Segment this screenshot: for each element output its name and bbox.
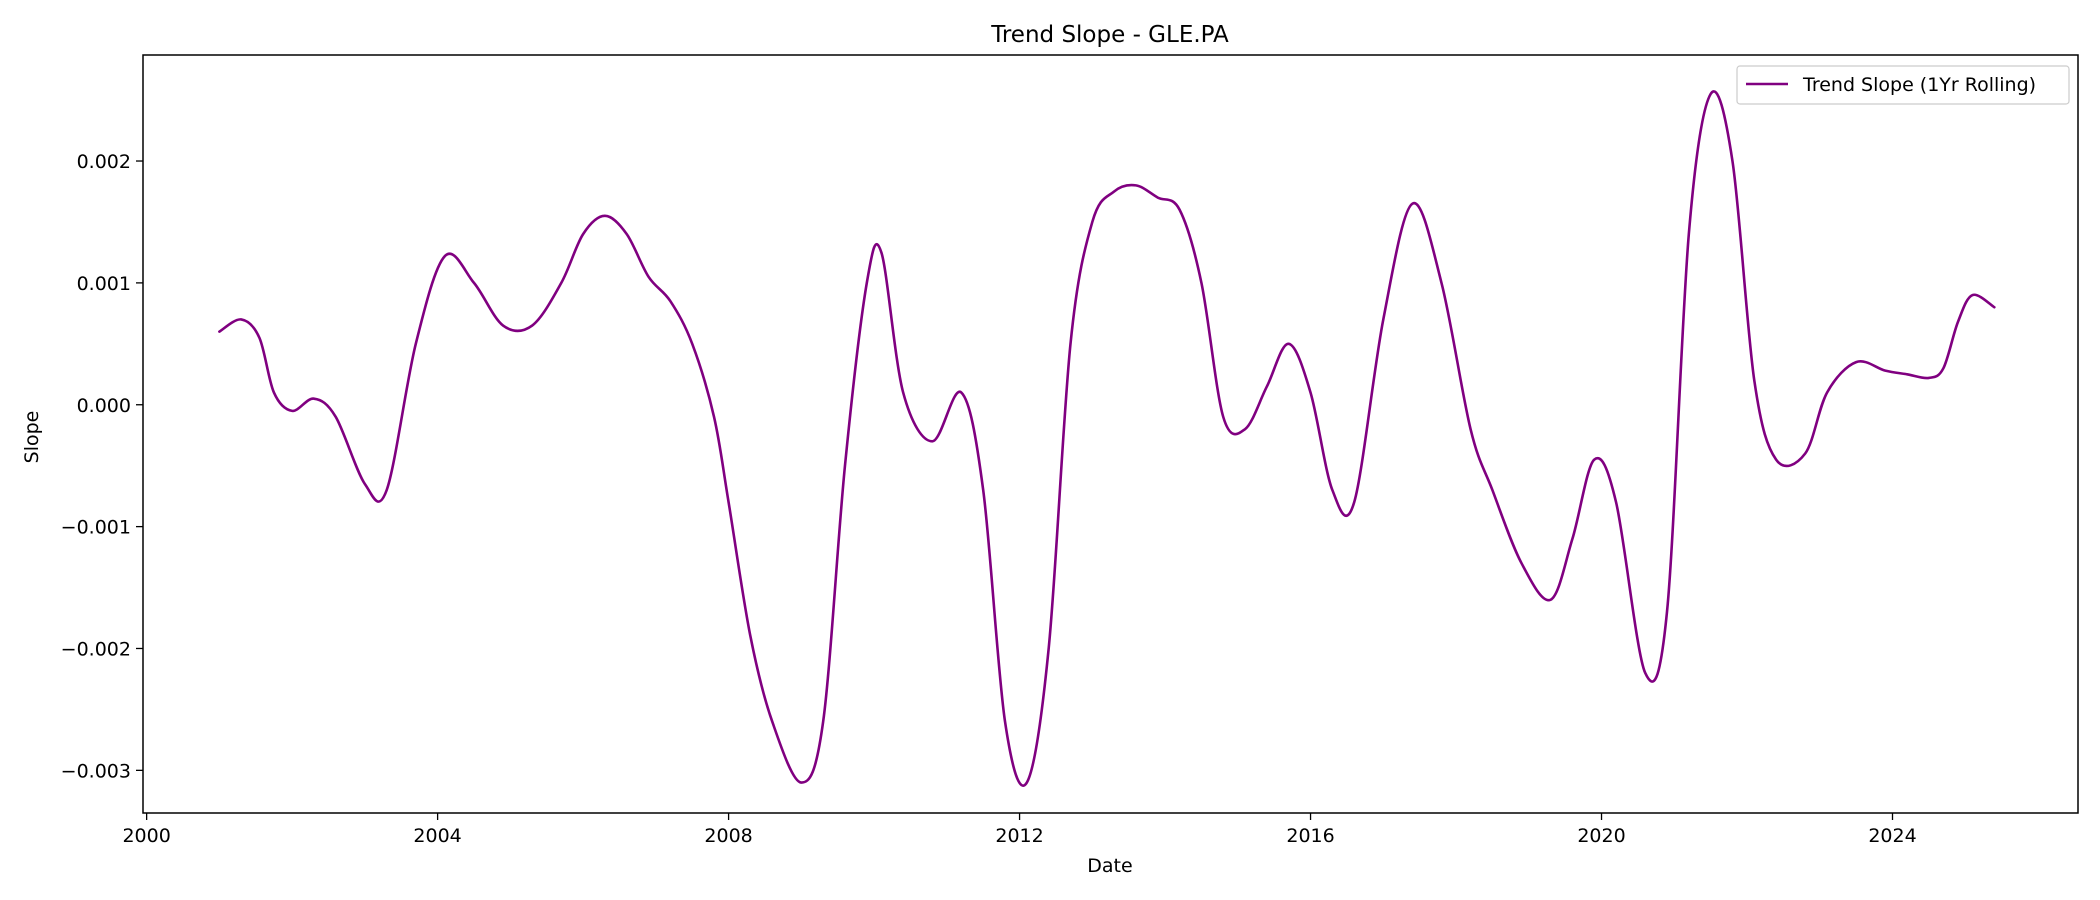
- y-tick-label: 0.001: [77, 273, 131, 295]
- y-axis-ticks: 0.002 0.001 0.000 −0.001 −0.002 −0.003: [61, 151, 143, 782]
- x-tick-label: 2016: [1286, 825, 1334, 847]
- x-tick-label: 2012: [995, 825, 1043, 847]
- y-tick-label: −0.003: [61, 760, 131, 782]
- x-axis-label: Date: [1087, 855, 1132, 877]
- legend: Trend Slope (1Yr Rolling): [1736, 65, 2070, 105]
- x-tick-label: 2024: [1868, 825, 1916, 847]
- y-tick-label: 0.000: [77, 395, 131, 417]
- chart-title: Trend Slope - GLE.PA: [990, 22, 1229, 48]
- legend-label: Trend Slope (1Yr Rolling): [1802, 74, 2036, 96]
- y-tick-label: −0.002: [61, 638, 131, 660]
- x-tick-label: 2000: [122, 825, 170, 847]
- axes-frame: [142, 54, 2079, 814]
- plot-area: [218, 90, 1996, 787]
- legend-box: [1736, 65, 2070, 105]
- series-line-trend-slope: [218, 90, 1996, 787]
- x-axis-ticks: 2000 2004 2008 2012 2016 2020 2024: [122, 813, 1917, 847]
- y-tick-label: 0.002: [77, 151, 131, 173]
- x-tick-label: 2008: [704, 825, 752, 847]
- x-tick-label: 2004: [413, 825, 461, 847]
- y-axis-label: Slope: [21, 411, 43, 464]
- x-tick-label: 2020: [1577, 825, 1625, 847]
- y-tick-label: −0.001: [61, 517, 131, 539]
